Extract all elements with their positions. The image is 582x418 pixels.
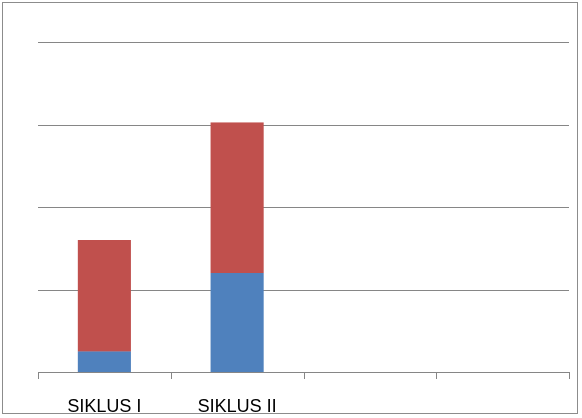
category-label: SIKLUS II [198, 396, 277, 416]
x-axis [38, 372, 570, 379]
bars [77, 122, 264, 372]
bar-segment-series-1 [210, 273, 264, 372]
category-labels: SIKLUS I SIKLUS II [67, 396, 276, 416]
category-label: SIKLUS I [67, 396, 141, 416]
bar-segment-series-1 [77, 351, 131, 372]
bar-segment-series-2 [210, 122, 264, 273]
bar-segment-series-2 [77, 240, 131, 352]
